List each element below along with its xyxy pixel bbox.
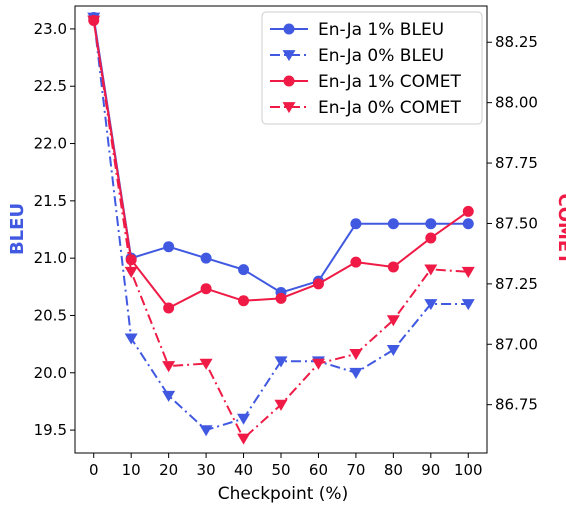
- legend-marker: [282, 50, 296, 62]
- left-axis-label: BLEU: [7, 203, 28, 255]
- series-4-point: [124, 266, 138, 278]
- series-4-point: [424, 264, 438, 276]
- x-tick-label: 90: [421, 461, 440, 479]
- x-tick-label: 50: [271, 461, 290, 479]
- left-tick-label: 21.5: [34, 192, 67, 210]
- left-tick-label: 21.0: [34, 249, 67, 267]
- series-3-point: [238, 295, 250, 307]
- left-tick-label: 22.5: [34, 77, 67, 95]
- series-2-point: [461, 299, 475, 311]
- left-tick-label: 23.0: [34, 20, 67, 38]
- left-tick-label: 20.0: [34, 364, 67, 382]
- right-tick-label: 88.25: [495, 33, 538, 51]
- plot-area: 0 10 20 30 40 50 60 70 80 90 100 19.5 20.0 20.5 21.0 21…: [34, 5, 538, 479]
- legend: En-Ja 1% BLEU En-Ja 0% BLEU En-Ja 1% COMET…: [261, 11, 483, 125]
- series-2-point: [274, 356, 288, 368]
- series-1-point: [387, 218, 399, 230]
- legend-marker: [283, 23, 295, 35]
- series-2-point: [386, 344, 400, 357]
- series-3-point: [163, 302, 175, 314]
- series-4-point: [199, 358, 213, 370]
- series-2-point: [349, 367, 363, 379]
- series-4-point: [87, 15, 101, 27]
- series-2-point: [124, 333, 138, 345]
- series-3-point: [350, 256, 362, 268]
- series-1-point: [425, 218, 437, 230]
- series-line-2: [92, 17, 469, 432]
- x-tick-label: 80: [384, 461, 403, 479]
- x-tick-label: 0: [89, 461, 99, 479]
- series-1-point: [350, 218, 362, 230]
- left-tick-label: 20.5: [34, 306, 67, 324]
- series-3-point: [425, 232, 437, 244]
- series-4-point: [461, 266, 475, 278]
- x-tick-label: 70: [346, 461, 365, 479]
- series-4-point: [311, 358, 325, 370]
- x-tick-label: 40: [234, 461, 253, 479]
- legend-marker: [283, 75, 295, 87]
- series-1-point: [238, 264, 250, 276]
- x-tick-label: 100: [454, 461, 483, 479]
- left-tick-label: 19.5: [34, 421, 67, 439]
- series-1-point: [163, 241, 175, 253]
- x-axis-label: Checkpoint (%): [218, 484, 348, 504]
- series-2-point: [424, 299, 438, 311]
- legend-label: En-Ja 1% COMET: [318, 72, 461, 92]
- x-tick-label: 30: [197, 461, 216, 479]
- series-4-point: [237, 433, 251, 445]
- series-3-point: [387, 261, 399, 273]
- series-4-point: [274, 399, 288, 411]
- series-4-point: [349, 349, 363, 361]
- right-tick-label: 88.00: [495, 94, 538, 112]
- series-2-point: [199, 425, 213, 437]
- series-1-point: [200, 252, 212, 264]
- x-tick-label: 10: [122, 461, 141, 479]
- series-3-point: [312, 278, 324, 290]
- series-2-point: [162, 390, 176, 402]
- right-tick-label: 87.75: [495, 154, 538, 172]
- series-3-point: [200, 283, 212, 295]
- right-axis-label: COMET: [554, 194, 566, 266]
- series-3-point: [462, 205, 474, 217]
- series-1-point: [462, 218, 474, 230]
- series-3-point: [275, 292, 287, 304]
- x-tick-label: 20: [159, 461, 178, 479]
- legend-box: [261, 11, 483, 125]
- legend-label: En-Ja 0% BLEU: [318, 46, 444, 66]
- right-tick-label: 87.25: [495, 275, 538, 293]
- right-tick-label: 87.00: [495, 335, 538, 353]
- right-tick-label: 87.50: [495, 214, 538, 232]
- legend-label: En-Ja 0% COMET: [318, 98, 461, 118]
- series-4-point: [162, 361, 176, 373]
- legend-label: En-Ja 1% BLEU: [318, 20, 444, 40]
- series-3-point: [125, 254, 137, 266]
- x-tick-label: 60: [309, 461, 328, 479]
- series-4-point: [386, 315, 400, 327]
- legend-marker: [282, 102, 296, 114]
- series-2-point: [237, 413, 251, 425]
- right-tick-label: 86.75: [495, 396, 538, 414]
- left-tick-label: 22.0: [34, 135, 67, 153]
